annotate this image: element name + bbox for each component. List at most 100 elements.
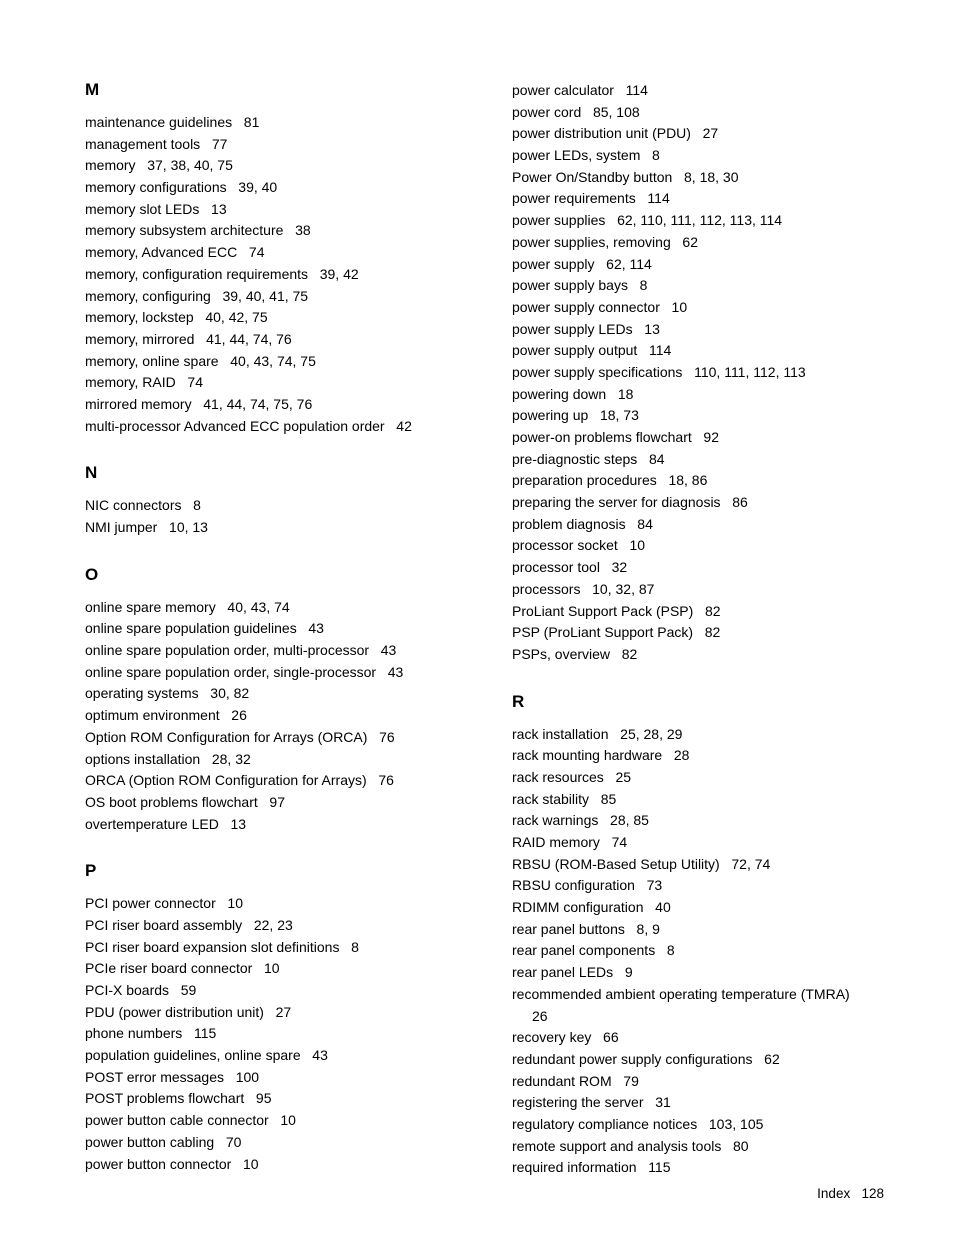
index-entry-term: power LEDs, system [512,147,652,163]
index-entry: memory37, 38, 40, 75 [85,155,477,177]
index-entry-term: OS boot problems flowchart [85,794,269,810]
index-entry-pages: 62 [764,1051,780,1067]
index-entry-pages: 79 [623,1073,639,1089]
index-entry-pages: 114 [626,82,648,98]
index-column-right: power calculator114power cord85, 108powe… [512,80,904,1179]
index-entry: remote support and analysis tools80 [512,1136,904,1158]
index-entry-pages: 43 [312,1047,328,1063]
index-entry-pages: 80 [733,1138,749,1154]
index-entry-pages: 32 [612,559,628,575]
index-entry: power supply output114 [512,340,904,362]
index-entry-pages: 18, 86 [668,472,707,488]
index-entry-term: memory, Advanced ECC [85,244,249,260]
index-entry-pages: 74 [612,834,628,850]
index-entry-term: optimum environment [85,707,231,723]
index-columns: Mmaintenance guidelines81 management tool… [85,80,904,1179]
index-entry: memory, online spare40, 43, 74, 75 [85,351,477,373]
index-entry-pages: 95 [256,1090,272,1106]
index-entry: memory, RAID74 [85,372,477,394]
index-entry: power supply bays8 [512,275,904,297]
index-entry-term: powering down [512,386,618,402]
index-entry-pages: 62, 110, 111, 112, 113, 114 [617,212,782,228]
index-entry-pages: 31 [655,1094,671,1110]
index-entry-pages: 72, 74 [731,856,770,872]
index-entry: power-on problems flowchart92 [512,427,904,449]
index-page: Mmaintenance guidelines81 management tool… [0,0,954,1235]
index-entry-term: NIC connectors [85,497,193,513]
index-entry: rear panel LEDs9 [512,962,904,984]
index-entry-pages: 28, 32 [212,751,251,767]
index-entry: PSPs, overview82 [512,644,904,666]
index-entry: memory, configuring39, 40, 41, 75 [85,286,477,308]
index-entry-term: options installation [85,751,212,767]
index-entry-pages: 9 [625,964,633,980]
index-entry-term: preparation procedures [512,472,668,488]
index-entry: recommended ambient operating temperatur… [512,984,904,1006]
section-heading: M [85,80,477,100]
index-entry-pages: 8 [351,939,359,955]
index-entry-term: online spare memory [85,599,227,615]
index-entry-term: recovery key [512,1029,603,1045]
index-entry-pages: 115 [194,1025,216,1041]
index-entry-term: PCI power connector [85,895,227,911]
index-entry: population guidelines, online spare43 [85,1045,477,1067]
index-entry-pages: 85, 108 [593,104,640,120]
index-entry-term: power supply LEDs [512,321,644,337]
section-heading: R [512,692,904,712]
index-entry-term: power supplies, removing [512,234,682,250]
index-entry-term: management tools [85,136,212,152]
index-entry-pages: 25, 28, 29 [620,726,682,742]
index-entry-term: rack installation [512,726,620,742]
index-entry-pages: 13 [644,321,660,337]
index-entry: memory subsystem architecture38 [85,220,477,242]
index-entry-pages: 8 [667,942,675,958]
index-entry-term: online spare population guidelines [85,620,308,636]
index-entry-pages: 10, 13 [169,519,208,535]
index-entry-term: power cord [512,104,593,120]
footer-page-number: 128 [861,1186,884,1201]
index-entry: power distribution unit (PDU)27 [512,123,904,145]
index-entry-pages: 59 [181,982,197,998]
index-entry: POST problems flowchart95 [85,1088,477,1110]
index-entry-term: PSPs, overview [512,646,622,662]
index-entry-term: rear panel components [512,942,667,958]
index-entry: power button cabling70 [85,1132,477,1154]
index-entry-pages: 13 [211,201,227,217]
index-entry-term: redundant power supply configurations [512,1051,764,1067]
index-entry: RAID memory74 [512,832,904,854]
index-entry-pages: 10 [630,537,646,553]
index-entry-pages: 27 [703,125,719,141]
index-entry-term: ORCA (Option ROM Configuration for Array… [85,772,378,788]
index-entry-pages: 40, 42, 75 [205,309,267,325]
index-entry-term: PDU (power distribution unit) [85,1004,276,1020]
footer-label: Index [817,1186,850,1201]
index-entry: multi-processor Advanced ECC population … [85,416,477,438]
index-entry-pages: 74 [249,244,265,260]
index-entry: power supplies, removing62 [512,232,904,254]
index-entry-pages: 82 [622,646,638,662]
index-entry-term: power requirements [512,190,647,206]
index-entry-term: memory slot LEDs [85,201,211,217]
index-entry: registering the server31 [512,1092,904,1114]
index-entry-term: PCI-X boards [85,982,181,998]
index-entry-pages: 8 [640,277,648,293]
index-entry: regulatory compliance notices103, 105 [512,1114,904,1136]
index-entry: power supply specifications110, 111, 112… [512,362,904,384]
index-entry-term: power button cable connector [85,1112,280,1128]
section-heading: P [85,861,477,881]
index-entry: PCIe riser board connector10 [85,958,477,980]
index-entry-term: operating systems [85,685,210,701]
index-entry: power supply connector10 [512,297,904,319]
index-entry-term: memory subsystem architecture [85,222,295,238]
index-entry-term: NMI jumper [85,519,169,535]
index-entry-term: Power On/Standby button [512,169,684,185]
index-entry-term: power-on problems flowchart [512,429,703,445]
index-entry-term: pre-diagnostic steps [512,451,649,467]
index-entry: memory, Advanced ECC74 [85,242,477,264]
index-entry-term: processor tool [512,559,612,575]
index-entry-pages: 10 [227,895,243,911]
index-entry: power requirements114 [512,188,904,210]
index-entry-term: ProLiant Support Pack (PSP) [512,603,705,619]
page-footer: Index 128 [817,1186,884,1201]
index-entry: maintenance guidelines81 [85,112,477,134]
